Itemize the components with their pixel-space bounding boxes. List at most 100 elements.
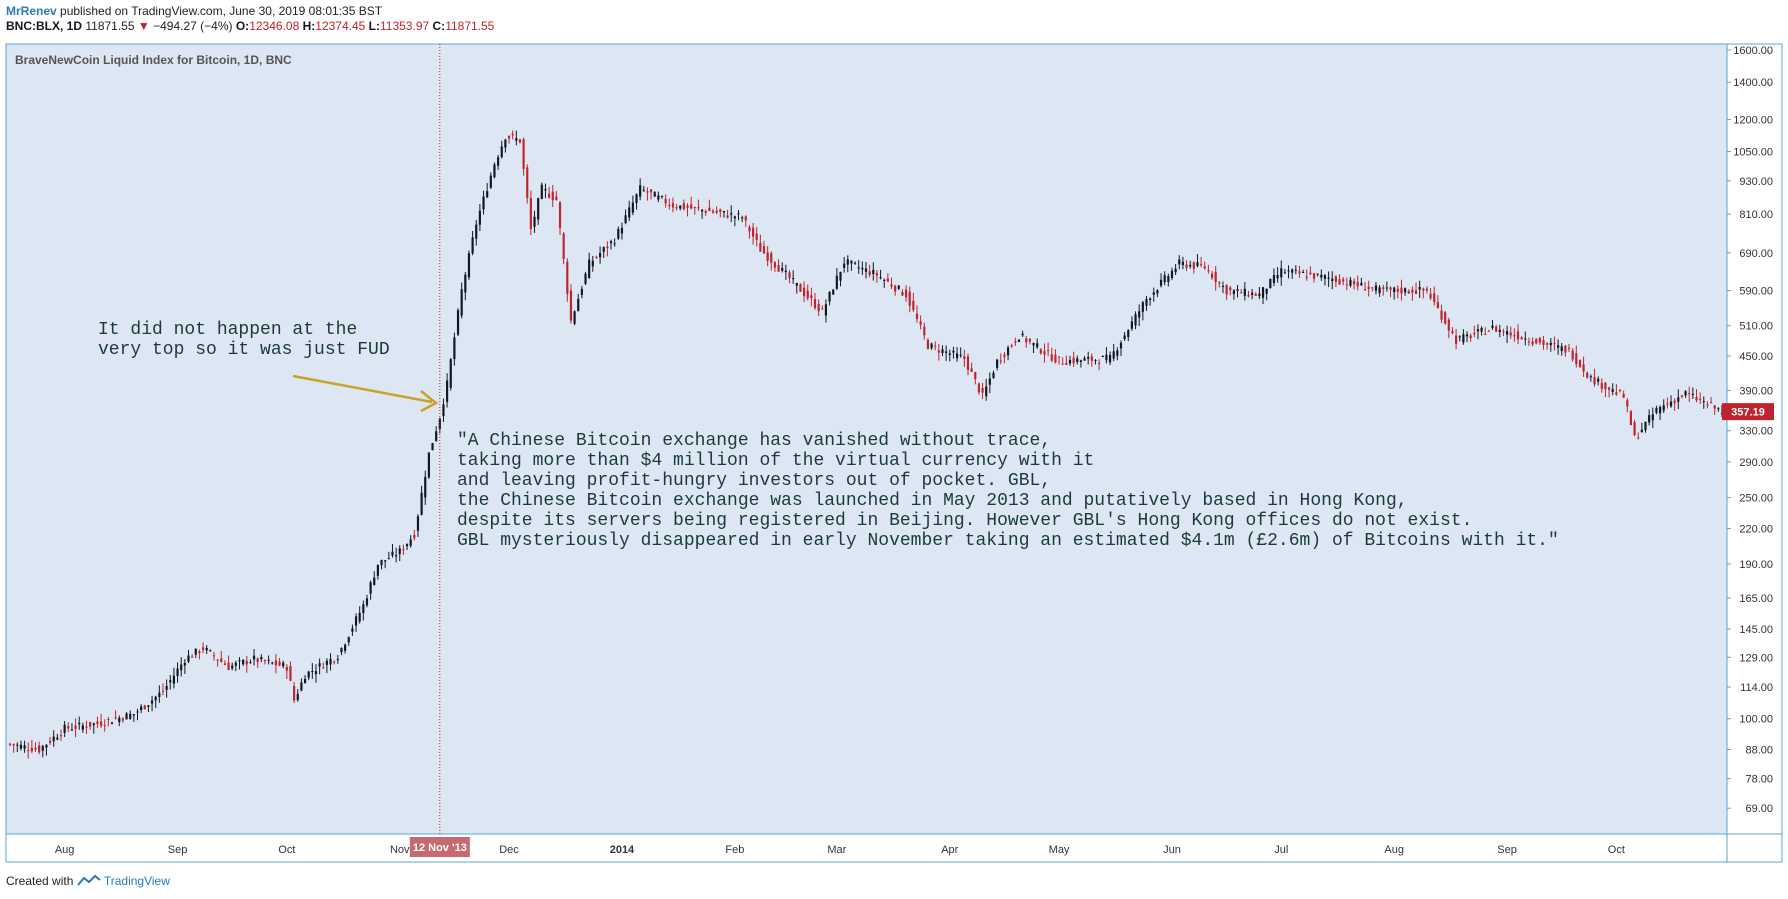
- candle: [1240, 289, 1243, 294]
- time-axis[interactable]: Aug Sep Oct Nov Dec 2014 Feb Mar Apr May Jun Jul Aug…: [55, 844, 1625, 856]
- candle: [1414, 282, 1418, 294]
- candle: [471, 230, 474, 256]
- candle: [631, 195, 634, 216]
- candle: [1287, 265, 1290, 279]
- candle: [1404, 287, 1407, 296]
- gbl-quote-annotation[interactable]: "A Chinese Bitcoin exchange has vanished…: [457, 431, 1559, 551]
- annotation-arrow[interactable]: [292, 374, 439, 413]
- candle-body: [1407, 291, 1410, 294]
- candle: [904, 285, 908, 302]
- candle: [748, 224, 751, 239]
- plot-area[interactable]: [5, 43, 1728, 835]
- candle-body: [945, 351, 948, 353]
- price-tick-label: 450.00: [1739, 351, 1773, 363]
- candle: [1629, 409, 1633, 426]
- candle-body: [63, 724, 66, 733]
- candle: [555, 191, 558, 201]
- candle: [504, 138, 507, 153]
- price-tick-label: 220.00: [1739, 524, 1773, 536]
- candle-body: [1054, 354, 1057, 363]
- candle-body: [748, 227, 751, 232]
- candle: [1025, 335, 1028, 348]
- candle-body: [274, 660, 277, 666]
- candle: [1134, 311, 1137, 330]
- candle: [1480, 326, 1483, 336]
- candle-body: [1680, 395, 1684, 397]
- price-tick-label: 1400.00: [1733, 77, 1773, 89]
- candle: [1305, 269, 1308, 281]
- candle: [1520, 336, 1523, 340]
- candle-body: [894, 285, 897, 292]
- candle: [813, 292, 817, 310]
- candle: [1116, 347, 1119, 361]
- candle: [671, 197, 675, 213]
- candle-body: [311, 671, 314, 673]
- candle: [231, 662, 234, 671]
- candle: [365, 594, 369, 608]
- candle: [1083, 355, 1086, 361]
- candle-body: [1505, 331, 1509, 335]
- chart-title: BraveNewCoin Liquid Index for Bitcoin, 1…: [15, 53, 292, 67]
- candle-body: [580, 288, 583, 295]
- candle: [384, 560, 387, 569]
- last-price-label: 357.19: [1731, 407, 1765, 419]
- fud-annotation[interactable]: It did not happen at the very top so it …: [98, 320, 390, 360]
- candle: [1006, 345, 1010, 361]
- axes-frame: [5, 43, 1783, 863]
- price-tick-label: 330.00: [1739, 426, 1773, 438]
- candle: [19, 740, 23, 751]
- candle: [788, 270, 791, 284]
- candle: [1076, 355, 1079, 365]
- candle: [566, 258, 569, 302]
- candle: [1065, 355, 1068, 365]
- candle-body: [391, 551, 394, 556]
- price-axis[interactable]: 1600.00 1400.00 1200.00 1050.00 930.00 810.00…: [1727, 45, 1773, 815]
- candle-body: [1181, 261, 1184, 265]
- candle-body: [726, 215, 729, 218]
- author-link[interactable]: MrRenev: [6, 4, 57, 18]
- candle-body: [1542, 340, 1545, 345]
- price-tick-label: 1200.00: [1733, 114, 1773, 126]
- candle: [533, 210, 536, 233]
- candle: [238, 657, 241, 670]
- candle: [41, 744, 44, 758]
- candle-body: [1170, 270, 1174, 279]
- candle-body: [1163, 275, 1166, 283]
- candle-body: [515, 138, 518, 141]
- candle-body: [245, 660, 248, 665]
- candle: [558, 201, 562, 236]
- candle: [74, 718, 77, 738]
- candle-body: [147, 705, 150, 707]
- candle: [1411, 286, 1414, 301]
- candle-body: [781, 267, 784, 271]
- candle-body: [1600, 382, 1603, 389]
- candle: [1050, 347, 1053, 363]
- tradingview-link[interactable]: TradingView: [103, 874, 170, 888]
- candle: [544, 183, 547, 199]
- candle: [1356, 275, 1359, 291]
- candle-body: [249, 662, 252, 664]
- candle-body: [1607, 387, 1611, 390]
- symbol-label: BNC:BLX, 1D: [6, 19, 83, 33]
- candle-body: [981, 387, 984, 393]
- price-tick-label: 100.00: [1739, 714, 1773, 726]
- candle: [700, 208, 704, 219]
- candle: [409, 535, 412, 548]
- candle-body: [912, 300, 915, 310]
- candle: [966, 353, 970, 376]
- candle: [1433, 286, 1436, 306]
- candle-body: [806, 290, 809, 299]
- candle: [660, 195, 664, 199]
- candle-body: [1134, 314, 1137, 326]
- candle: [293, 681, 296, 704]
- candle-body: [362, 604, 365, 613]
- candle: [183, 659, 186, 674]
- candle: [930, 342, 933, 350]
- candle-body: [1648, 415, 1651, 423]
- candle-body: [132, 714, 135, 716]
- candle-body: [1349, 279, 1352, 286]
- candle: [263, 659, 267, 665]
- candle-body: [289, 665, 292, 681]
- candle: [424, 470, 427, 505]
